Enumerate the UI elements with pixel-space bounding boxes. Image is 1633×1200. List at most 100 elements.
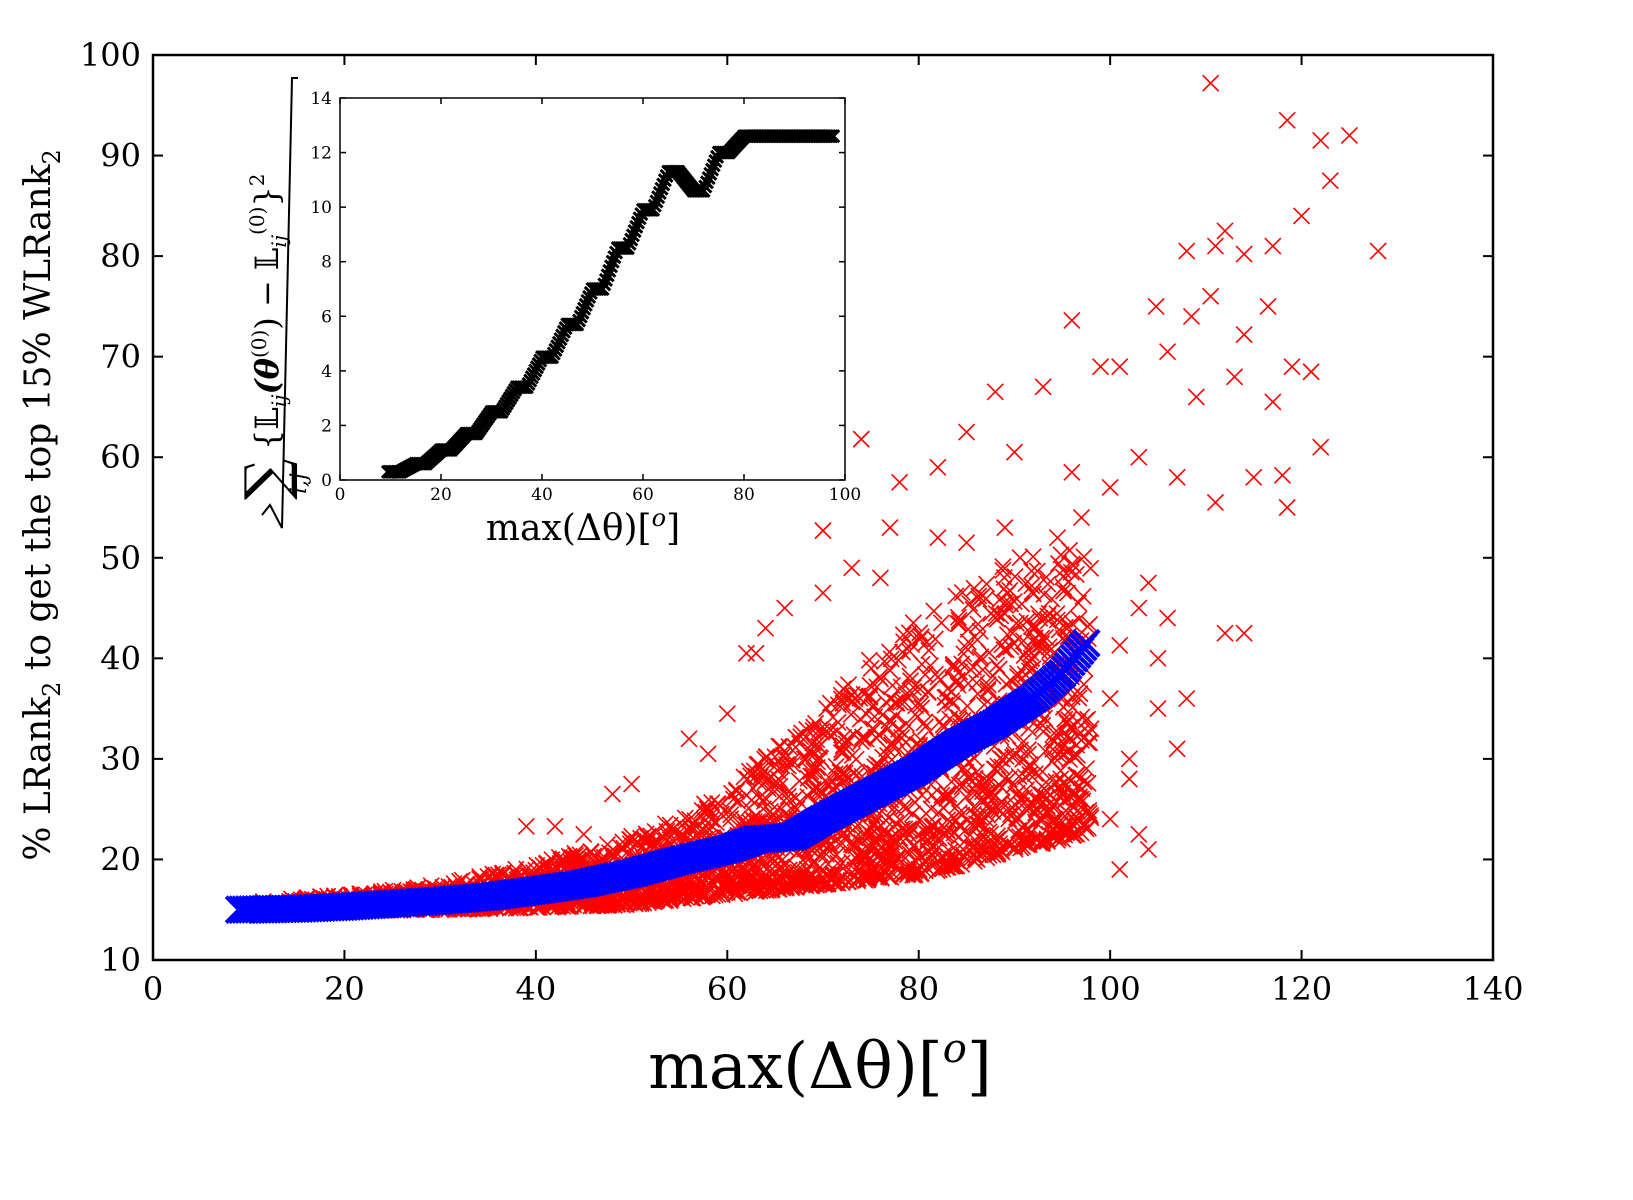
density-marker: [843, 685, 861, 704]
density-marker: [1035, 585, 1053, 603]
density-marker: [793, 870, 811, 888]
scatter-point: [1072, 508, 1090, 527]
scatter-point: [1159, 343, 1177, 361]
density-marker: [819, 775, 837, 793]
density-marker: [896, 865, 914, 883]
density-marker: [1079, 774, 1097, 792]
density-marker: [950, 611, 968, 630]
density-marker: [938, 822, 956, 840]
density-marker: [941, 843, 959, 861]
density-marker: [943, 857, 961, 875]
y-tick-label: 50: [100, 539, 141, 577]
density-marker: [1070, 689, 1088, 707]
density-marker: [950, 776, 969, 794]
density-marker: [969, 615, 987, 633]
density-marker: [862, 819, 880, 837]
density-marker: [921, 657, 939, 675]
density-marker: [693, 801, 711, 820]
density-marker: [1022, 649, 1041, 667]
scatter-point: [1216, 222, 1234, 240]
density-marker: [1074, 587, 1092, 605]
scatter-point: [1111, 358, 1129, 376]
density-marker: [758, 748, 776, 766]
density-marker: [949, 676, 967, 694]
scatter-point: [1187, 388, 1205, 406]
density-marker: [612, 894, 630, 912]
density-marker: [696, 886, 714, 904]
density-marker: [1077, 820, 1095, 838]
density-marker: [996, 605, 1014, 623]
density-marker: [957, 763, 975, 782]
density-marker: [930, 829, 948, 847]
density-marker: [988, 656, 1006, 674]
density-marker: [980, 644, 998, 662]
scatter-point: [1168, 740, 1186, 758]
density-marker: [709, 880, 727, 898]
density-marker: [739, 880, 757, 899]
density-marker: [1024, 548, 1042, 566]
density-marker: [826, 765, 844, 783]
scatter-point: [891, 473, 909, 491]
sum-symbol: ∑: [232, 459, 300, 500]
density-marker: [1021, 765, 1039, 783]
density-marker: [912, 696, 930, 714]
density-marker: [950, 614, 968, 633]
density-marker: [1059, 770, 1077, 788]
density-marker: [639, 828, 657, 847]
scatter-point: [1245, 468, 1263, 486]
density-marker: [897, 715, 915, 733]
density-marker: [734, 811, 752, 829]
density-marker: [1001, 805, 1020, 823]
density-marker: [884, 856, 902, 874]
inset-y-tick-label: 6: [321, 307, 332, 327]
density-marker: [991, 802, 1009, 820]
density-marker: [882, 690, 900, 708]
density-marker: [1058, 584, 1077, 602]
density-marker: [919, 682, 937, 700]
density-marker: [1019, 741, 1037, 759]
density-marker: [1017, 574, 1035, 593]
density-marker: [1030, 636, 1048, 655]
density-marker: [1014, 750, 1032, 768]
density-marker: [1001, 581, 1019, 600]
density-marker: [817, 875, 835, 893]
scatter-point: [1120, 750, 1138, 768]
density-marker: [911, 624, 929, 642]
density-marker: [880, 712, 898, 730]
density-marker: [1028, 830, 1046, 848]
density-marker: [993, 750, 1011, 768]
scatter-point: [1048, 529, 1067, 547]
scatter-point: [852, 430, 870, 448]
density-marker: [1011, 614, 1029, 632]
density-marker: [991, 829, 1009, 847]
inset-curve: [380, 129, 841, 479]
density-marker: [821, 694, 839, 712]
density-marker: [892, 693, 910, 711]
scatter-point: [1101, 689, 1119, 708]
x-tick-label: 20: [324, 970, 365, 1008]
inset-y-axis-title: ∑ i,j {𝕃ij(θ(0)) − 𝕃ij(0)}2: [232, 77, 312, 529]
scatter-point: [1226, 368, 1244, 386]
scatter-point: [747, 644, 765, 662]
density-marker: [834, 743, 852, 761]
density-marker: [934, 860, 952, 878]
density-marker: [904, 614, 922, 632]
density-marker: [674, 827, 692, 846]
scatter-point: [1235, 245, 1253, 263]
inset-x-tick-label: 100: [829, 485, 861, 505]
inset-marker: [826, 129, 841, 144]
density-marker: [792, 874, 810, 892]
density-marker: [1070, 790, 1089, 808]
density-marker: [1012, 789, 1030, 807]
density-marker: [1001, 595, 1020, 613]
density-marker: [1037, 773, 1055, 791]
density-marker: [759, 770, 777, 788]
density-marker: [1050, 621, 1068, 639]
y-tick-label: 60: [100, 438, 141, 476]
scatter-point: [623, 775, 641, 793]
scatter-point: [1130, 825, 1148, 843]
main-x-axis: 0 20 40 60 80 100 120 140: [143, 55, 1524, 1008]
density-marker: [1006, 567, 1024, 586]
density-marker: [1026, 765, 1045, 783]
x-tick-label: 40: [515, 970, 556, 1008]
